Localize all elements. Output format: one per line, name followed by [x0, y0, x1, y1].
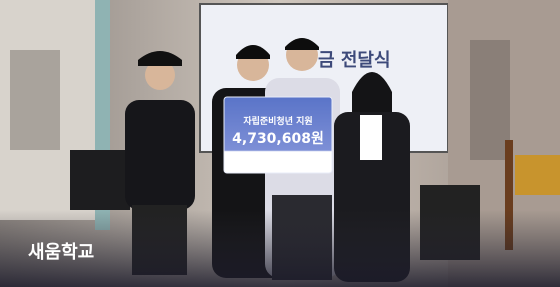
- chair: [515, 155, 560, 195]
- cross: [470, 40, 510, 160]
- board-title: 자립준비청년 지원: [243, 115, 312, 127]
- poster-photo: [10, 50, 60, 150]
- page: 금 전달식 자립준비청년 지원 4,730,608원 새움학교 (() => {…: [0, 0, 560, 287]
- screen-text: 금 전달식: [318, 50, 391, 71]
- board-amount: 4,730,608원: [232, 131, 324, 147]
- caption: 새움학교: [28, 241, 94, 263]
- photo: 금 전달식 자립준비청년 지원 4,730,608원 새움학교: [0, 0, 560, 287]
- music-stand: [70, 150, 130, 210]
